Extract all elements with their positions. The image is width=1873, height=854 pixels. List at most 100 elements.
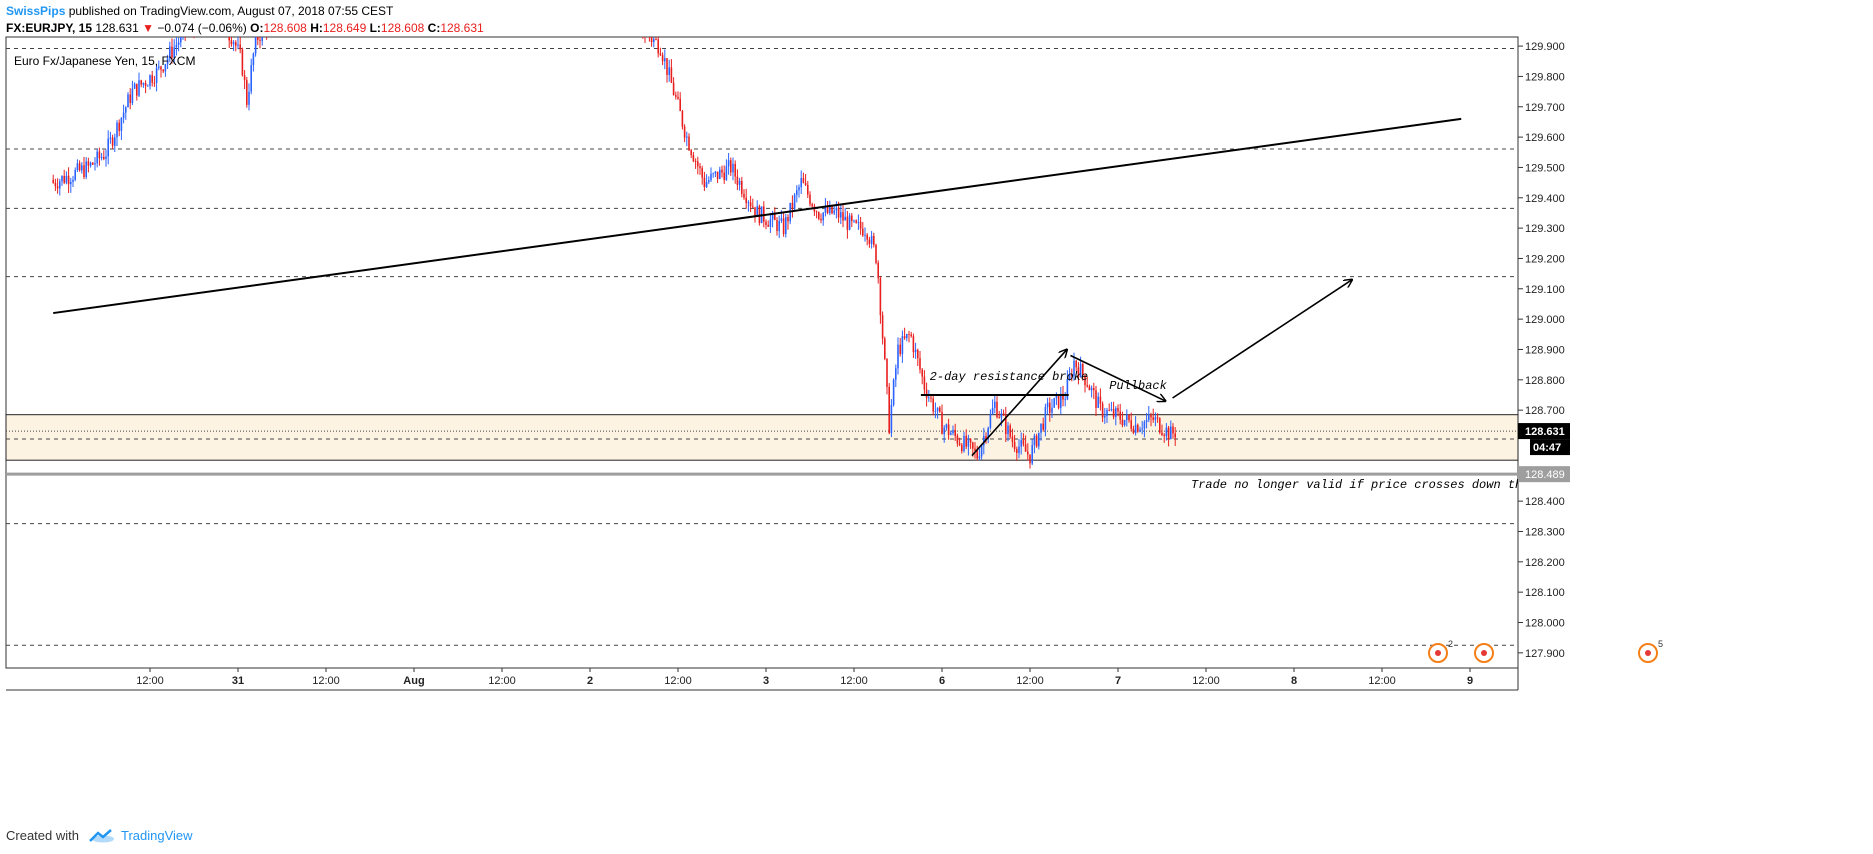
candle-body (681, 111, 684, 127)
annotation-arrow (1172, 280, 1353, 399)
candle-body (118, 122, 120, 131)
candle-body (934, 411, 937, 412)
candle-body (155, 67, 158, 83)
candle-body (741, 180, 743, 194)
candle-body (1165, 427, 1168, 436)
candle-body (1119, 411, 1121, 420)
candle-body (1161, 432, 1163, 435)
candle-body (204, 12, 206, 21)
candle-body (1022, 440, 1025, 445)
candle-body (879, 278, 882, 316)
candle-body (683, 126, 686, 138)
economic-event-dot (1481, 650, 1487, 656)
candle-body (873, 235, 875, 245)
candle-body (147, 85, 149, 87)
candle-body (890, 404, 893, 434)
candle-body (1093, 387, 1095, 391)
candle-body (1143, 422, 1146, 429)
candle-body (1064, 399, 1066, 401)
economic-event-dot (1435, 650, 1441, 656)
candle-body (664, 58, 666, 62)
candle-body (910, 334, 912, 337)
candle-body (1148, 414, 1150, 420)
candle-body (701, 168, 703, 178)
candle-body (1134, 424, 1137, 433)
candle-body (908, 333, 910, 335)
candle-body (177, 42, 180, 45)
candle-body (1106, 410, 1108, 416)
candle-body (670, 67, 673, 83)
candle-body (745, 197, 747, 204)
candle-body (780, 218, 783, 221)
candle-body (866, 234, 868, 240)
open-label: O: (250, 21, 264, 35)
low-label: L: (369, 21, 381, 35)
candle-body (1174, 433, 1176, 438)
x-tick-label: 12:00 (664, 675, 692, 687)
candle-body (697, 161, 699, 167)
candle-body (200, 20, 202, 21)
candle-body (1090, 387, 1093, 391)
candle-body (675, 95, 677, 97)
candle-body (195, 16, 197, 34)
candle-body (1079, 363, 1082, 377)
candle-body (228, 37, 230, 41)
x-tick-label: 12:00 (1368, 675, 1396, 687)
candle-body (851, 215, 853, 222)
candle-body (239, 44, 241, 50)
candle-body (945, 424, 948, 428)
tradingview-brand-link[interactable]: TradingView (120, 828, 193, 843)
candle-body (1031, 445, 1033, 464)
candle-body (173, 47, 175, 58)
candle-body (974, 448, 976, 451)
candle-body (690, 150, 692, 155)
candle-body (187, 29, 189, 32)
candle-body (688, 136, 690, 151)
candle-body (958, 443, 961, 445)
y-tick-label: 128.800 (1525, 375, 1565, 387)
candle-body (747, 202, 750, 204)
candle-body (89, 162, 92, 166)
ohlc-line: FX:EURJPY, 15 128.631 ▼ −0.074 (−0.06%) … (6, 21, 484, 35)
author-link[interactable]: SwissPips (6, 4, 66, 18)
candle-body (950, 433, 952, 435)
footer: Created with TradingView (6, 828, 193, 843)
countdown-tag (1530, 439, 1570, 456)
candle-body (109, 137, 112, 139)
y-tick-label: 129.300 (1525, 223, 1565, 235)
candle-body (175, 44, 178, 48)
candle-body (967, 439, 970, 447)
candle-body (1121, 419, 1124, 426)
candle-body (92, 162, 94, 165)
candle-body (985, 436, 987, 439)
candle-body (714, 171, 717, 174)
candle-body (1044, 407, 1047, 430)
candle-body (754, 207, 756, 216)
candle-body (862, 228, 864, 236)
candle-body (63, 175, 65, 183)
candle-body (1005, 415, 1007, 435)
candle-body (1024, 444, 1027, 452)
candle-body (264, 26, 266, 27)
candle-body (884, 338, 886, 359)
candle-body (802, 178, 805, 184)
candle-body (998, 417, 1000, 419)
annotation-label: 2-day resistance broke (930, 370, 1088, 384)
candle-body (743, 193, 745, 198)
candle-body (54, 182, 57, 187)
candle-body (752, 206, 754, 208)
candle-body (892, 379, 895, 405)
candle-body (259, 39, 261, 41)
candle-body (105, 156, 107, 159)
candle-body (1156, 417, 1159, 419)
candle-body (844, 216, 846, 221)
down-triangle-icon: ▼ (142, 21, 155, 35)
candle-body (785, 217, 787, 235)
candle-body (727, 160, 730, 167)
candle-body (840, 212, 842, 218)
support-zone (5, 414, 1519, 461)
candle-body (217, 27, 219, 28)
publish-info: published on TradingView.com, August 07,… (68, 4, 394, 18)
y-tick-label: 128.300 (1525, 526, 1565, 538)
